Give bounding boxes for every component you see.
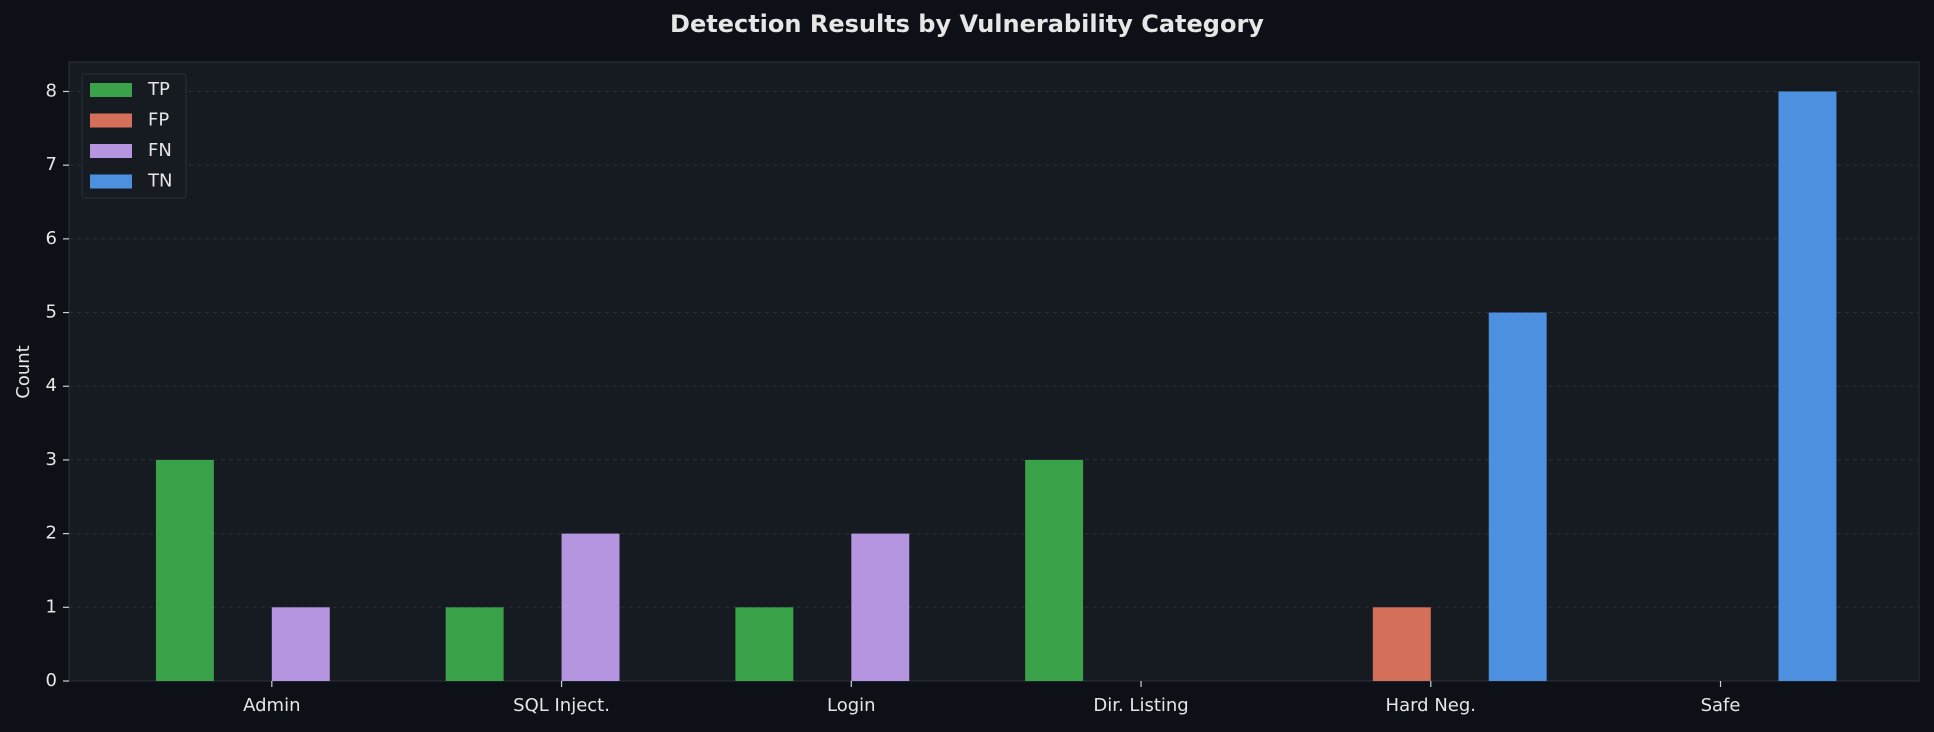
bar	[1488, 312, 1547, 681]
y-tick-label: 8	[46, 80, 57, 101]
x-tick-label: SQL Inject.	[513, 695, 610, 716]
x-tick-label: Dir. Listing	[1093, 695, 1188, 716]
y-tick-label: 1	[46, 596, 57, 617]
x-tick-label: Hard Neg.	[1386, 695, 1476, 716]
legend-swatch	[90, 144, 132, 158]
legend-box	[81, 73, 187, 199]
bar	[561, 533, 620, 681]
y-tick-label: 4	[46, 375, 57, 396]
x-tick-label: Login	[827, 695, 876, 716]
bar	[735, 607, 794, 681]
x-tick-label: Safe	[1701, 695, 1741, 716]
x-tick-label: Admin	[243, 695, 300, 716]
bar	[1025, 459, 1084, 681]
axes: 0 1 2 3 4 5 6 7 8 Admin SQL Inject. Login Dir. Listi…	[46, 80, 1741, 716]
legend: TP FP FN TN	[81, 73, 187, 199]
legend-swatch	[90, 83, 132, 97]
bar	[271, 607, 330, 681]
chart-title: Detection Results by Vulnerability Categ…	[670, 10, 1264, 38]
y-tick-label: 2	[46, 523, 57, 544]
legend-swatch	[90, 174, 132, 189]
y-tick-label: 6	[46, 228, 57, 249]
bar	[851, 533, 910, 681]
bar	[1372, 607, 1431, 681]
bar	[445, 607, 504, 681]
bars	[155, 91, 1837, 681]
legend-swatch	[90, 113, 132, 128]
legend-label: TN	[147, 171, 172, 192]
y-axis-label: Count	[13, 345, 34, 398]
legend-label: TP	[147, 79, 170, 100]
y-tick-label: 5	[46, 302, 57, 323]
bar	[155, 459, 214, 681]
y-tick-label: 3	[46, 449, 57, 470]
legend-label: FP	[148, 110, 169, 131]
plot-area	[68, 61, 1920, 682]
bar	[1778, 91, 1837, 681]
y-tick-label: 0	[46, 670, 57, 691]
legend-label: FN	[148, 140, 172, 161]
y-tick-label: 7	[46, 154, 57, 175]
